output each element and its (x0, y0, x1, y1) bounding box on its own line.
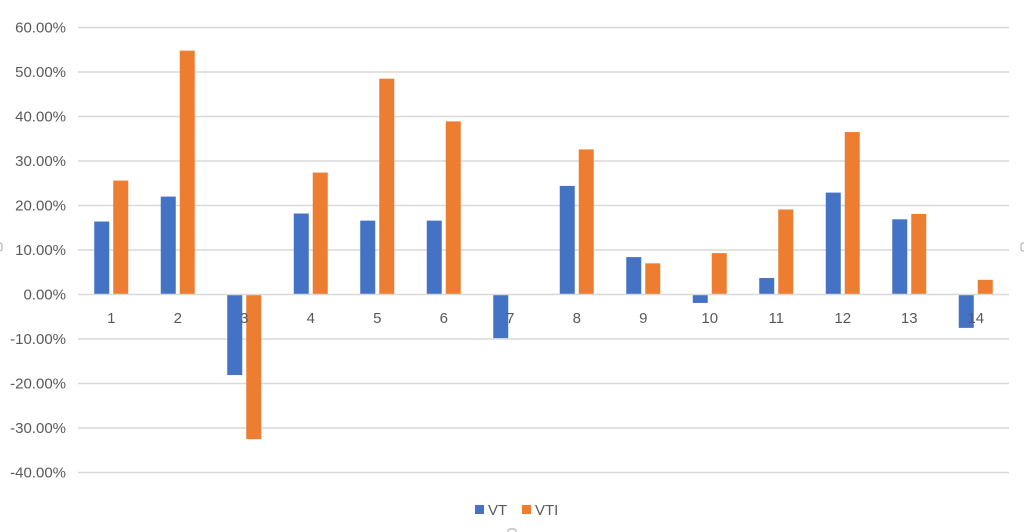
bar-vti-8[interactable] (578, 149, 594, 295)
x-tick-label: 7 (506, 310, 514, 327)
x-tick-label: 2 (174, 310, 182, 327)
bar-vt-13[interactable] (892, 219, 908, 295)
y-tick-label: -10.00% (10, 331, 66, 348)
legend-swatch-vti (522, 505, 531, 514)
bars (94, 50, 993, 440)
y-tick-label: -30.00% (10, 420, 66, 437)
y-tick-label: 0.00% (23, 287, 66, 304)
x-axis-labels: 1 2 3 4 5 6 7 8 9 10 11 12 13 14 (107, 310, 984, 327)
bar-vt-2[interactable] (160, 196, 176, 295)
legend-label-vt: VT (488, 502, 507, 519)
bar-vt-12[interactable] (825, 192, 841, 295)
x-tick-label: 8 (573, 310, 581, 327)
legend-item-vt[interactable]: VT (475, 502, 507, 519)
y-tick-label: 40.00% (15, 109, 66, 126)
y-tick-label: 30.00% (15, 153, 66, 170)
bar-vti-5[interactable] (379, 78, 395, 295)
bar-vt-8[interactable] (559, 185, 575, 295)
x-tick-label: 10 (701, 310, 718, 327)
resize-handle-bottom[interactable] (507, 528, 517, 532)
y-axis-labels: 60.00% 50.00% 40.00% 30.00% 20.00% 10.00% 0.00… (10, 20, 66, 482)
bar-vt-10[interactable] (692, 294, 708, 303)
bar-vt-4[interactable] (293, 213, 309, 295)
bar-vt-14[interactable] (958, 294, 974, 328)
bar-vt-5[interactable] (360, 220, 376, 295)
y-tick-label: 10.00% (15, 242, 66, 259)
bar-vti-9[interactable] (645, 263, 661, 295)
bar-vti-12[interactable] (844, 132, 860, 295)
bar-vti-13[interactable] (911, 213, 927, 295)
bar-vti-3[interactable] (246, 294, 262, 440)
legend: VT VTI (475, 502, 558, 519)
x-tick-label: 5 (373, 310, 381, 327)
y-tick-label: 60.00% (15, 20, 66, 37)
legend-label-vti: VTI (535, 502, 558, 519)
bar-vt-7[interactable] (493, 294, 509, 339)
resize-handle-left[interactable] (0, 242, 3, 252)
x-tick-label: 6 (440, 310, 448, 327)
x-tick-label: 12 (834, 310, 851, 327)
bar-vti-4[interactable] (312, 172, 328, 295)
x-tick-label: 11 (768, 310, 784, 327)
resize-handle-right[interactable] (1020, 242, 1024, 252)
x-tick-label: 4 (307, 310, 315, 327)
bar-vt-1[interactable] (94, 221, 110, 295)
x-tick-label: 3 (240, 310, 248, 327)
bar-vti-10[interactable] (711, 253, 727, 295)
x-tick-label: 1 (107, 310, 115, 327)
y-tick-label: 20.00% (15, 198, 66, 215)
legend-item-vti[interactable]: VTI (522, 502, 558, 519)
y-tick-label: 50.00% (15, 64, 66, 81)
bar-vti-6[interactable] (445, 121, 461, 295)
y-tick-label: -20.00% (10, 376, 66, 393)
x-tick-label: 14 (967, 310, 984, 327)
bar-vti-14[interactable] (977, 279, 993, 295)
bar-vt-6[interactable] (426, 220, 442, 295)
bar-vti-11[interactable] (778, 209, 794, 295)
x-tick-label: 9 (639, 310, 647, 327)
bar-vt-11[interactable] (759, 278, 775, 295)
bar-vti-1[interactable] (113, 180, 129, 295)
y-tick-label: -40.00% (10, 465, 66, 482)
legend-swatch-vt (475, 505, 484, 514)
bar-vt-9[interactable] (626, 257, 642, 295)
x-tick-label: 13 (901, 310, 918, 327)
bar-vt-3[interactable] (227, 294, 243, 376)
gridlines (78, 26, 1009, 474)
bar-vti-2[interactable] (179, 50, 195, 295)
